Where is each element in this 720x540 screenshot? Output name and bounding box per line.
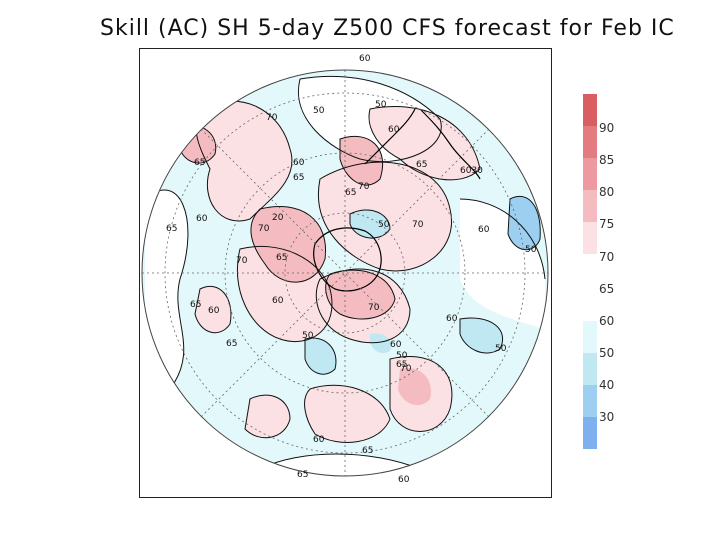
skill-region-70 [304, 385, 390, 443]
colorbar-swatch-40 [583, 385, 597, 417]
contour-label: 65 [226, 339, 237, 349]
contour-label: 60 [313, 435, 325, 445]
colorbar-swatch-50 [583, 353, 597, 385]
antarctica-coastline [313, 227, 382, 292]
south-america-coastline [364, 108, 416, 165]
skill-region-70 [369, 106, 480, 180]
colorbar-swatch-75 [583, 190, 597, 222]
contour-label: 50 [313, 106, 325, 116]
skill-region-50 [350, 209, 390, 239]
contour-label: 60 [478, 225, 490, 235]
skill-region-50 [305, 338, 336, 375]
contour-label: 50 [495, 344, 507, 354]
contour-label: 20 [272, 213, 284, 223]
map-frame: 60 50 50 70 60 65 60 65 65 6030 65 70 60… [139, 48, 552, 498]
contour-label: 50 [375, 100, 387, 110]
skill-region-75 [398, 368, 431, 406]
colorbar-label: 30 [599, 410, 615, 424]
colorbar-swatch-60 [583, 321, 597, 353]
contour-label: 50 [396, 351, 408, 361]
skill-region-70 [195, 286, 231, 333]
contour-label: 60 [208, 306, 220, 316]
colorbar-swatch-85 [583, 126, 597, 158]
skill-region-75 [325, 270, 395, 319]
contour-label: 65 [416, 160, 427, 170]
colorbar-label: 50 [599, 346, 615, 360]
contour-label: 6030 [460, 166, 483, 176]
contour-label: 70 [236, 256, 248, 266]
map-title: Skill (AC) SH 5-day Z500 CFS forecast fo… [100, 16, 675, 41]
contour-label: 65 [166, 224, 177, 234]
contour-label: 70 [266, 113, 278, 123]
contour-label: 60 [388, 125, 400, 135]
contour-label: 60 [196, 214, 208, 224]
contour-label: 50 [525, 245, 537, 255]
skill-region-65 [145, 190, 188, 389]
coastline [419, 108, 481, 180]
skill-region-40 [508, 196, 541, 250]
polar-skill-map: 60 50 50 70 60 65 60 65 65 6030 65 70 60… [141, 54, 549, 485]
colorbar-swatch-80 [583, 158, 597, 190]
colorbar-label: 70 [599, 250, 615, 264]
contour-label: 70 [400, 364, 412, 374]
contour-label: 50 [378, 220, 390, 230]
contour-label: 50 [302, 331, 314, 341]
contour-label: 65 [276, 253, 287, 263]
skill-region-50 [460, 318, 503, 354]
contour-label: 65 [194, 158, 205, 168]
contour-label: 70 [258, 224, 270, 234]
contour-label: 65 [396, 360, 407, 370]
colorbar-swatch-70 [583, 222, 597, 254]
colorbar-swatch-65 [583, 254, 597, 286]
skill-region-70 [245, 395, 290, 438]
skill-region-70 [195, 101, 292, 221]
contour-label: 65 [362, 446, 373, 456]
contour-label: 60 [293, 158, 305, 168]
colorbar-label: 80 [599, 185, 615, 199]
skill-region-75 [250, 206, 326, 283]
colorbar-swatch-30 [583, 417, 597, 449]
colorbar-label: 85 [599, 153, 615, 167]
contour-label: 70 [412, 220, 424, 230]
contour-label: 65 [190, 300, 201, 310]
contour-label: 60 [398, 475, 410, 485]
colorbar-label: 75 [599, 217, 615, 231]
contour-label: 60 [359, 54, 371, 64]
contour-label: 70 [368, 303, 380, 313]
contour-label: 60 [446, 314, 458, 324]
hemisphere-outline [141, 69, 549, 477]
colorbar-label: 60 [599, 314, 615, 328]
contour-label: 60 [272, 296, 284, 306]
colorbar [583, 94, 597, 449]
colorbar-label: 40 [599, 378, 615, 392]
colorbar-label: 90 [599, 121, 615, 135]
skill-region-75 [340, 136, 383, 186]
contour-label: 65 [297, 470, 308, 480]
colorbar-swatch-90 [583, 94, 597, 126]
contour-label: 65 [345, 188, 356, 198]
contour-label: 60 [390, 340, 402, 350]
colorbar-label: 65 [599, 282, 615, 296]
skill-region-50 [370, 333, 392, 354]
contour-label: 65 [293, 173, 304, 183]
contour-label: 70 [358, 182, 370, 192]
